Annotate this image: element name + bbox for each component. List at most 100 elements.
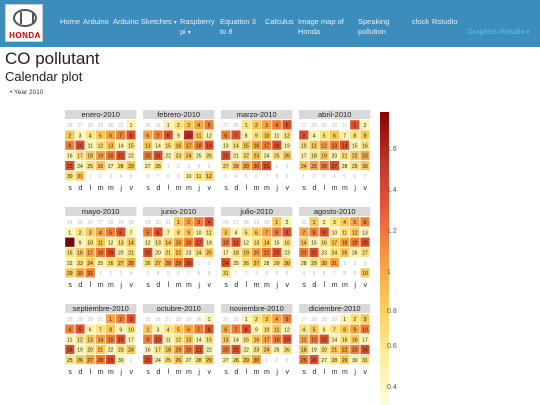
calendar-day-cell	[360, 313, 371, 324]
calendar-day-cell	[261, 344, 272, 355]
calendar-day-label: 10	[301, 144, 307, 150]
weekday-label: m	[332, 369, 338, 376]
calendar-day-label: 18	[274, 338, 280, 344]
nav-raspberry-pi[interactable]: Raspberry pi ▾	[180, 17, 215, 36]
nav-calculus[interactable]: Calculus	[265, 17, 294, 26]
calendar-day-cell	[319, 226, 330, 237]
chevron-down-icon: ▾	[187, 30, 191, 36]
calendar-day-label: 23	[352, 348, 358, 354]
calendar-day-label: 30	[196, 317, 202, 323]
calendar-day-label: 1	[245, 317, 248, 323]
nav-speaking-pollution[interactable]: Speaking pollution	[358, 17, 390, 36]
calendar-day-cell	[152, 130, 163, 141]
calendar-day-label: 5	[208, 123, 211, 129]
calendar-day-cell	[85, 323, 96, 334]
nav-clock[interactable]: clock	[412, 17, 430, 26]
calendar-day-label: 21	[264, 251, 270, 257]
calendar-day-cell	[163, 237, 174, 248]
calendar-day-cell	[105, 344, 116, 355]
calendar-day-label: 28	[118, 164, 124, 170]
calendar-day-label: 2	[323, 220, 326, 226]
calendar-day-label: 10	[264, 327, 270, 333]
calendar-day-cell	[85, 247, 96, 258]
weekday-label: m	[254, 369, 260, 376]
calendar-day-cell	[105, 170, 116, 181]
colorbar-tick-label: 1.6	[387, 146, 397, 153]
calendar-day-cell	[115, 150, 126, 161]
calendar-day-label: 11	[67, 338, 72, 344]
calendar-day-cell	[360, 226, 371, 237]
nav-arduino-sketches[interactable]: Arduino Sketches ▾	[113, 17, 177, 26]
calendar-day-cell	[125, 237, 136, 248]
calendar-day-cell	[95, 216, 106, 227]
calendar-day-cell	[152, 226, 163, 237]
calendar-day-cell	[95, 130, 106, 141]
nav-home[interactable]: Home	[60, 17, 81, 26]
calendar-day-label: 23	[176, 154, 182, 160]
calendar-day-cell	[220, 313, 231, 324]
calendar-day-label: 25	[311, 164, 317, 170]
calendar-day-label: 24	[186, 154, 192, 160]
calendar-day-label: 7	[187, 271, 190, 277]
calendar-day-cell	[360, 160, 371, 171]
calendar-day-label: 27	[321, 358, 327, 364]
calendar-day-cell	[241, 247, 252, 258]
calendar-day-label: 28	[108, 220, 114, 226]
nav-image-map[interactable]: Image map of Honda	[298, 17, 344, 36]
calendar-day-cell	[271, 140, 282, 151]
calendar-day-label: 25	[196, 154, 202, 160]
calendar-day-cell	[85, 150, 96, 161]
calendar-day-cell	[64, 140, 75, 151]
calendar-day-cell	[319, 257, 330, 268]
calendar-day-cell	[339, 267, 350, 278]
calendar-day-cell	[220, 237, 231, 248]
calendar-day-label: 28	[233, 358, 239, 364]
calendar-day-cell	[261, 130, 272, 141]
weekday-label: d	[78, 282, 82, 289]
calendar-day-label: 14	[342, 144, 348, 150]
nav-arduino[interactable]: Arduino	[83, 17, 109, 26]
calendar-day-label: 3	[130, 317, 133, 323]
page-subtitle: Calendar plot	[5, 69, 83, 84]
calendar-day-label: 27	[108, 164, 114, 170]
calendar-day-cell	[349, 323, 360, 334]
calendar-day-cell	[230, 313, 241, 324]
calendar-day-label: 7	[167, 230, 170, 236]
calendar-day-label: 30	[128, 220, 134, 226]
calendar-day-label: 28	[176, 317, 182, 323]
calendar-day-cell	[152, 216, 163, 227]
calendar-day-label: 12	[176, 338, 182, 344]
calendar-day-cell	[115, 140, 126, 151]
calendar-day-label: 6	[146, 133, 149, 139]
calendar-day-label: 2	[364, 123, 367, 129]
nav-rstudio[interactable]: Rstudio	[432, 17, 458, 26]
calendar-day-cell	[152, 150, 163, 161]
calendar-day-cell	[193, 313, 204, 324]
colorbar-tick-label: 0.8	[387, 308, 397, 315]
calendar-day-label: 27	[301, 123, 307, 129]
honda-logo[interactable]: HONDA	[5, 4, 43, 42]
calendar-day-cell	[349, 334, 360, 345]
calendar-day-label: 31	[87, 271, 93, 277]
calendar-day-label: 16	[254, 338, 260, 344]
calendar-day-label: 6	[146, 174, 149, 180]
calendar-day-label: 30	[254, 358, 260, 364]
calendar-day-cell	[64, 226, 75, 237]
calendar-day-cell	[183, 130, 194, 141]
calendar-day-cell	[230, 226, 241, 237]
calendar-day-cell	[251, 247, 262, 258]
calendar-day-cell	[281, 344, 292, 355]
calendar-day-cell	[125, 354, 136, 365]
nav-equation[interactable]: Equation 3 to 8	[220, 17, 256, 36]
calendar-day-cell	[298, 313, 309, 324]
calendar-day-cell	[339, 140, 350, 151]
calendar-day-label: 4	[265, 271, 268, 277]
calendar-day-cell	[329, 216, 340, 227]
nav-graphics-rstudio[interactable]: Graphics Rstudio ▾	[467, 27, 530, 36]
calendar-day-label: 8	[245, 327, 248, 333]
calendar-day-cell	[339, 257, 350, 268]
calendar-day-cell	[220, 267, 231, 278]
calendar-day-label: 19	[176, 348, 182, 354]
calendar-day-label: 15	[311, 241, 317, 247]
calendar-day-label: 2	[286, 164, 289, 170]
